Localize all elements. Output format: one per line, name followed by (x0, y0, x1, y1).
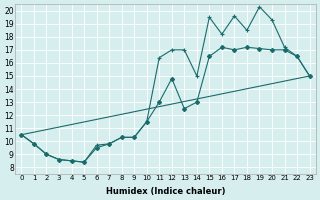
X-axis label: Humidex (Indice chaleur): Humidex (Indice chaleur) (106, 187, 225, 196)
